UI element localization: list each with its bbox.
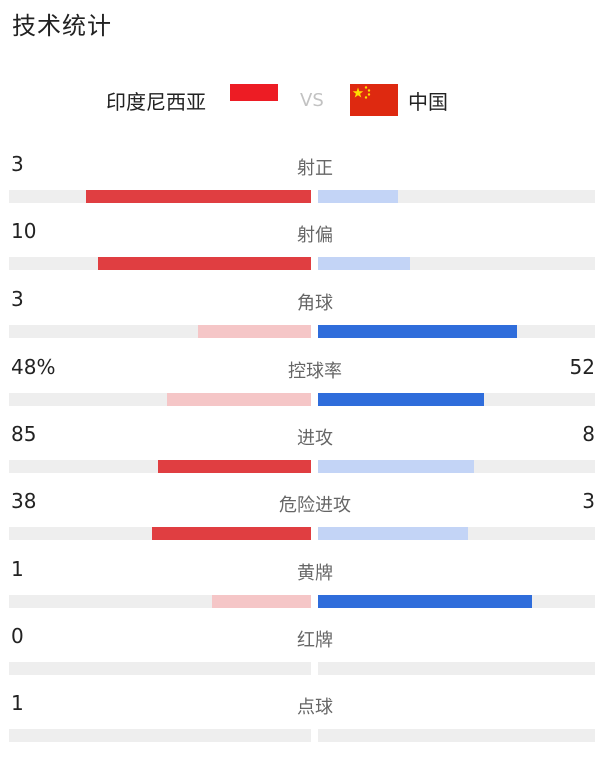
home-bar-fill: [212, 595, 311, 608]
home-bar-track: [9, 325, 311, 338]
stat-row: 10 射偏: [0, 219, 595, 285]
stat-label: 红牌: [297, 630, 333, 651]
stat-home-value: 48%: [11, 355, 56, 379]
away-team-name: 中国: [408, 90, 448, 114]
away-bar-track: [318, 729, 595, 742]
away-bar-fill: [318, 190, 398, 203]
stat-home-value: 10: [11, 219, 37, 243]
stat-label: 危险进攻: [279, 495, 351, 516]
teams-header: 印度尼西亚 VS 中国: [0, 82, 595, 118]
home-team-name: 印度尼西亚: [106, 90, 206, 114]
stat-label: 角球: [297, 293, 333, 314]
home-bar-fill: [198, 325, 311, 338]
stat-home-value: 0: [11, 624, 24, 648]
away-bar-fill: [318, 393, 484, 406]
stat-away-value: 8: [582, 422, 595, 446]
stat-home-value: 3: [11, 287, 24, 311]
stat-row: 3 射正: [0, 152, 595, 218]
stat-label: 射正: [297, 158, 333, 179]
home-bar-track: [9, 460, 311, 473]
home-bar-fill: [167, 393, 311, 406]
stat-row: 48% 控球率 52: [0, 355, 595, 421]
home-bar-track: [9, 729, 311, 742]
away-bar-fill: [318, 325, 517, 338]
stat-away-value: 52: [569, 355, 595, 379]
stat-label: 进攻: [297, 428, 333, 449]
away-bar-track: [318, 190, 595, 203]
stat-label: 点球: [297, 697, 333, 718]
away-bar-fill: [318, 257, 410, 270]
stat-home-value: 3: [11, 152, 24, 176]
stat-home-value: 1: [11, 691, 24, 715]
away-bar-fill: [318, 595, 532, 608]
stat-home-value: 38: [11, 489, 37, 513]
stat-label: 射偏: [297, 225, 333, 246]
page-title: 技术统计: [12, 12, 112, 40]
stat-label: 控球率: [288, 361, 342, 382]
home-bar-fill: [86, 190, 311, 203]
home-bar-track: [9, 190, 311, 203]
home-bar-track: [9, 662, 311, 675]
stat-away-value: 3: [582, 489, 595, 513]
away-bar-track: [318, 595, 595, 608]
china-flag-icon: [350, 84, 398, 116]
home-bar-track: [9, 595, 311, 608]
stat-row: 3 角球: [0, 287, 595, 353]
away-bar-track: [318, 257, 595, 270]
home-bar-fill: [158, 460, 311, 473]
away-bar-fill: [318, 460, 474, 473]
away-bar-fill: [318, 527, 468, 540]
home-bar-track: [9, 393, 311, 406]
stat-home-value: 85: [11, 422, 37, 446]
stat-label: 黄牌: [297, 563, 333, 584]
away-bar-track: [318, 325, 595, 338]
vs-label: VS: [300, 90, 324, 111]
away-bar-track: [318, 460, 595, 473]
indonesia-flag-icon: [230, 84, 278, 116]
stat-row: 85 进攻 8: [0, 422, 595, 488]
stat-row: 1 黄牌: [0, 557, 595, 623]
away-bar-track: [318, 662, 595, 675]
stat-row: 38 危险进攻 3: [0, 489, 595, 555]
home-bar-track: [9, 257, 311, 270]
home-bar-track: [9, 527, 311, 540]
away-bar-track: [318, 393, 595, 406]
home-bar-fill: [152, 527, 311, 540]
away-bar-track: [318, 527, 595, 540]
stat-home-value: 1: [11, 557, 24, 581]
stat-row: 1 点球: [0, 691, 595, 757]
stat-row: 0 红牌: [0, 624, 595, 690]
home-bar-fill: [98, 257, 311, 270]
